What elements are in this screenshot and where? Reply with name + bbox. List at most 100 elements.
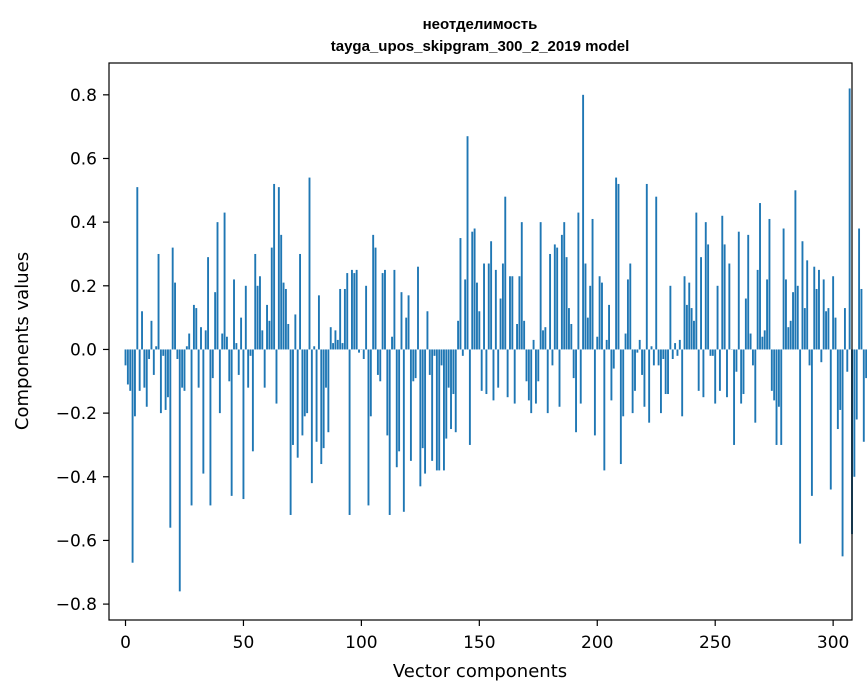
- bar-111: [386, 349, 389, 436]
- bar-191: [575, 349, 577, 433]
- bar-1: [126, 349, 129, 385]
- bar-161: [504, 196, 507, 350]
- bar-49: [240, 317, 243, 350]
- bar-197: [589, 285, 592, 350]
- bar-121: [409, 349, 412, 461]
- bar-160: [501, 263, 504, 350]
- bar-307: [848, 88, 851, 350]
- bar-184: [558, 349, 561, 407]
- bar-162: [506, 349, 509, 398]
- bar-292: [813, 266, 816, 350]
- bar-44: [228, 349, 231, 382]
- bar-48: [237, 349, 240, 375]
- bar-137: [447, 349, 450, 388]
- bar-106: [374, 247, 377, 350]
- bar-91: [339, 288, 342, 350]
- bar-175: [537, 349, 540, 382]
- bar-293: [815, 288, 818, 350]
- bar-299: [829, 349, 832, 490]
- bar-219: [641, 349, 644, 375]
- bar-176: [539, 222, 542, 350]
- bar-65: [277, 187, 280, 350]
- bar-109: [381, 273, 384, 350]
- bar-32: [200, 327, 202, 350]
- bar-194: [582, 94, 585, 350]
- bar-290: [808, 349, 811, 366]
- bar-209: [617, 183, 620, 350]
- bar-237: [683, 276, 686, 350]
- bar-0: [124, 349, 127, 366]
- bar-264: [747, 234, 750, 350]
- bar-233: [674, 343, 677, 350]
- bar-127: [424, 349, 427, 474]
- bar-42: [223, 212, 226, 350]
- bar-120: [407, 295, 410, 350]
- bar-158: [497, 349, 500, 388]
- bar-169: [523, 320, 526, 350]
- bar-179: [546, 349, 549, 414]
- bar-75: [301, 349, 304, 436]
- bar-155: [490, 241, 493, 350]
- bar-254: [723, 244, 726, 350]
- bar-311: [858, 228, 861, 350]
- bar-241: [693, 320, 695, 350]
- bar-286: [799, 349, 802, 544]
- bar-303: [839, 349, 842, 410]
- bar-36: [209, 349, 212, 506]
- bar-284: [794, 190, 797, 350]
- bar-231: [669, 285, 672, 350]
- x-tick-label: 150: [463, 633, 495, 653]
- bar-183: [556, 247, 559, 350]
- bar-125: [419, 349, 422, 487]
- bar-224: [652, 349, 655, 366]
- bar-85: [325, 349, 327, 388]
- bar-221: [645, 183, 648, 350]
- bar-291: [810, 349, 813, 496]
- bar-13: [155, 346, 158, 350]
- bar-208: [615, 177, 618, 350]
- bar-211: [622, 349, 625, 417]
- bar-27: [188, 333, 191, 350]
- bar-188: [568, 308, 570, 350]
- bar-45: [230, 349, 233, 496]
- bar-102: [365, 285, 368, 350]
- bar-153: [485, 349, 488, 395]
- bar-55: [254, 253, 257, 350]
- bar-201: [598, 276, 601, 350]
- bar-253: [721, 215, 724, 350]
- bar-98: [355, 269, 358, 350]
- bar-86: [327, 349, 330, 433]
- bar-82: [317, 295, 320, 350]
- bar-38: [214, 292, 217, 350]
- bar-312: [860, 288, 863, 350]
- bar-273: [768, 218, 771, 350]
- bar-198: [591, 218, 594, 350]
- bar-185: [560, 234, 563, 350]
- bar-72: [294, 314, 297, 350]
- bar-76: [303, 349, 306, 417]
- bar-99: [358, 349, 360, 353]
- bar-206: [610, 349, 613, 401]
- bar-309: [853, 349, 856, 477]
- bar-267: [754, 349, 757, 423]
- bar-95: [348, 349, 351, 515]
- bar-94: [346, 273, 349, 350]
- bar-314: [865, 349, 867, 379]
- bar-294: [818, 269, 820, 350]
- bar-212: [624, 333, 627, 350]
- bar-108: [379, 349, 382, 382]
- bar-83: [320, 349, 323, 465]
- bar-118: [402, 349, 405, 512]
- bar-107: [376, 349, 379, 375]
- plot-frame: [108, 62, 853, 621]
- bar-252: [718, 349, 721, 391]
- bar-136: [445, 349, 448, 439]
- bar-193: [579, 349, 582, 404]
- bar-250: [714, 349, 717, 404]
- bar-216: [634, 349, 636, 391]
- bar-278: [780, 349, 783, 445]
- bar-16: [162, 349, 165, 356]
- bar-283: [792, 292, 794, 350]
- bar-140: [454, 349, 457, 433]
